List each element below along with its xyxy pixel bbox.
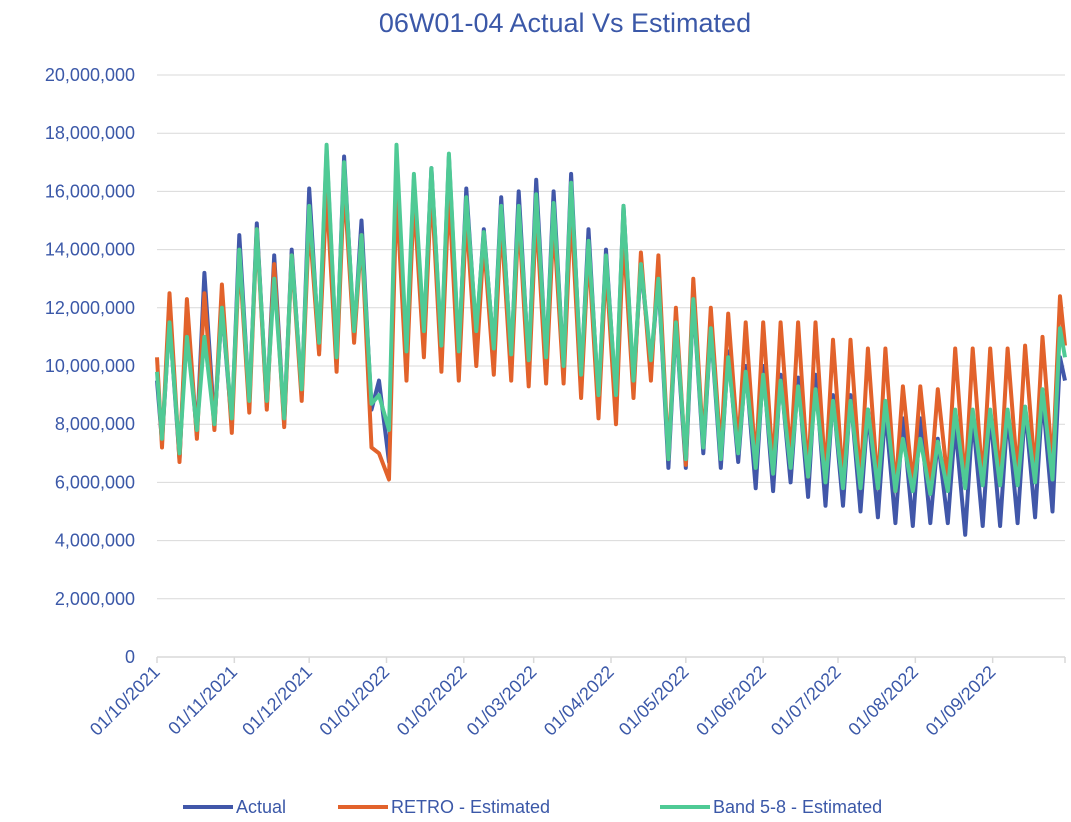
y-tick-label: 20,000,000 xyxy=(45,65,135,85)
y-tick-label: 0 xyxy=(125,647,135,667)
y-tick-label: 6,000,000 xyxy=(55,472,135,492)
x-tick-label: 01/06/2022 xyxy=(692,662,770,740)
legend-label: RETRO - Estimated xyxy=(391,797,550,817)
x-tick-label: 01/08/2022 xyxy=(844,662,922,740)
y-tick-label: 18,000,000 xyxy=(45,123,135,143)
x-tick-label: 01/02/2022 xyxy=(393,662,471,740)
x-tick-label: 01/03/2022 xyxy=(463,662,541,740)
x-tick-label: 01/10/2021 xyxy=(86,662,164,740)
chart-title: 06W01-04 Actual Vs Estimated xyxy=(379,8,751,38)
y-tick-label: 8,000,000 xyxy=(55,414,135,434)
y-tick-label: 2,000,000 xyxy=(55,589,135,609)
legend-label: Band 5-8 - Estimated xyxy=(713,797,882,817)
x-tick-label: 01/12/2021 xyxy=(238,662,316,740)
y-tick-label: 4,000,000 xyxy=(55,531,135,551)
y-tick-label: 14,000,000 xyxy=(45,240,135,260)
x-tick-label: 01/07/2022 xyxy=(767,662,845,740)
legend-label: Actual xyxy=(236,797,286,817)
y-tick-label: 12,000,000 xyxy=(45,298,135,318)
y-tick-label: 10,000,000 xyxy=(45,356,135,376)
x-tick-label: 01/09/2022 xyxy=(922,662,1000,740)
y-tick-label: 16,000,000 xyxy=(45,181,135,201)
x-tick-label: 01/11/2021 xyxy=(164,662,241,739)
x-tick-label: 01/05/2022 xyxy=(615,662,693,740)
x-tick-label: 01/04/2022 xyxy=(540,662,618,740)
x-tick-label: 01/01/2022 xyxy=(315,662,393,740)
series-line xyxy=(155,142,1067,496)
